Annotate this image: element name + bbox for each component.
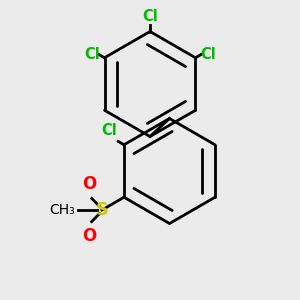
Text: O: O bbox=[82, 175, 96, 193]
Text: Cl: Cl bbox=[142, 9, 158, 24]
Text: O: O bbox=[82, 227, 96, 245]
Text: Cl: Cl bbox=[84, 46, 100, 62]
Text: CH₃: CH₃ bbox=[49, 203, 75, 217]
Text: Cl: Cl bbox=[101, 123, 117, 138]
Text: Cl: Cl bbox=[200, 46, 216, 62]
Text: S: S bbox=[95, 201, 109, 219]
